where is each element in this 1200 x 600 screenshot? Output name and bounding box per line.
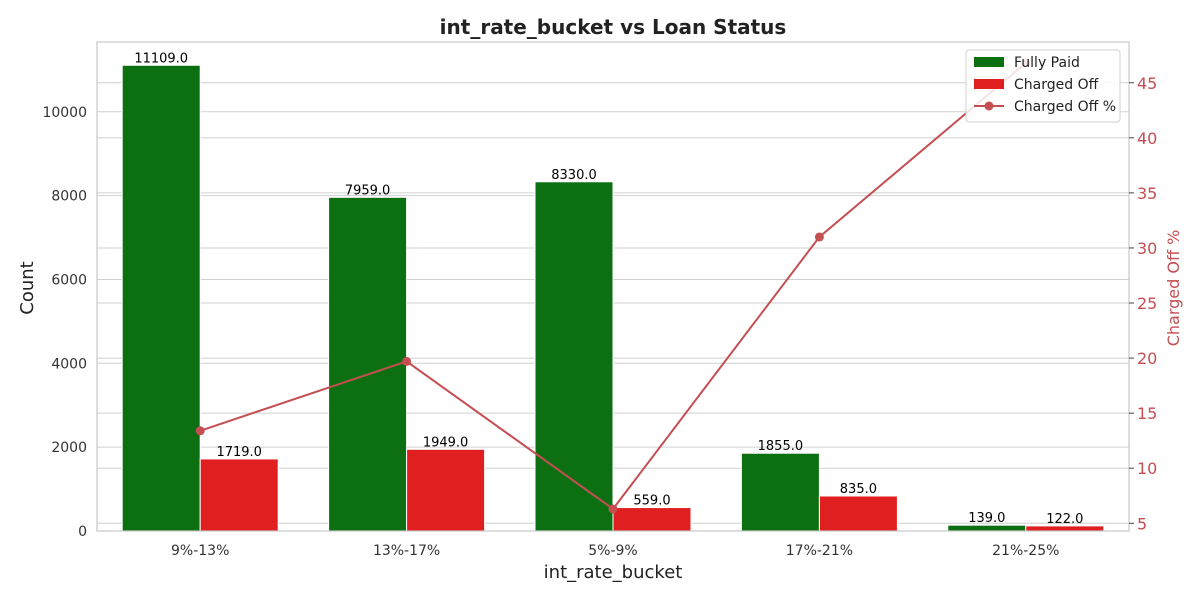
y-tick-label: 2000	[51, 440, 87, 456]
bar-charged-off	[612, 507, 692, 532]
x-axis-ticks: 9%-13% 13%-17% 5%-9% 17%-21% 21%-25%	[171, 543, 1059, 559]
charged-off-pct-point	[195, 426, 205, 436]
y-tick-label: 0	[78, 524, 87, 540]
bar-value-label: 1719.0	[216, 445, 262, 460]
bar-value-label: 559.0	[633, 494, 670, 509]
bar-labels-group: 11109.0 7959.0 8330.0 1855.0 139.0 1719.0 1949…	[134, 51, 1083, 527]
x-tick-label: 17%-21%	[786, 543, 853, 559]
y2-tick-label: 40	[1137, 129, 1157, 148]
plot-frame	[96, 41, 1130, 532]
bar-value-label: 7959.0	[345, 183, 391, 198]
legend-charged-off-label: Charged Off	[1014, 77, 1099, 93]
bar-value-label: 11109.0	[134, 51, 188, 66]
charged-off-pct-point	[402, 356, 412, 366]
bar-value-label: 835.0	[840, 482, 877, 497]
y-axis-label: Count	[17, 261, 38, 314]
legend-charged-off-pct-label: Charged Off %	[1014, 99, 1116, 115]
y2-axis-ticks: 5 10 15 20 25 30 35 40 45	[1129, 74, 1157, 533]
y2-tick-label: 10	[1137, 459, 1157, 478]
y2-tick-label: 20	[1137, 349, 1157, 368]
charged-off-pct-point	[608, 504, 618, 514]
y2-tick-label: 30	[1137, 239, 1157, 258]
charged-off-pct-line-group	[195, 58, 1031, 514]
axes-group	[96, 41, 1130, 532]
bar-charged-off	[199, 458, 279, 532]
x-axis-label: int_rate_bucket	[544, 562, 683, 583]
y2-tick-label: 25	[1137, 294, 1157, 313]
bar-value-label: 139.0	[968, 511, 1005, 526]
y2-tick-label: 35	[1137, 184, 1157, 203]
bar-fully-paid	[534, 181, 614, 532]
bar-value-label: 1855.0	[758, 439, 804, 454]
y2-tick-label: 15	[1137, 404, 1157, 423]
x-tick-label: 9%-13%	[171, 543, 229, 559]
bar-value-label: 8330.0	[551, 168, 597, 183]
bar-fully-paid	[328, 196, 408, 532]
legend-fully-paid-swatch	[974, 57, 1004, 67]
legend-box	[965, 49, 1121, 123]
y-tick-label: 6000	[51, 272, 87, 288]
legend-fully-paid-label: Fully Paid	[1014, 55, 1080, 71]
legend: Fully Paid Charged Off Charged Off %	[965, 49, 1121, 123]
bar-fully-paid	[121, 64, 201, 532]
y2-tick-label: 45	[1137, 74, 1157, 93]
x-tick-label: 21%-25%	[992, 543, 1059, 559]
bar-value-label: 122.0	[1046, 512, 1083, 527]
charged-off-pct-point	[814, 232, 824, 242]
y-tick-label: 4000	[51, 356, 87, 372]
legend-charged-off-pct-swatch-marker	[984, 101, 994, 111]
y-tick-label: 10000	[42, 105, 87, 121]
chart-title: int_rate_bucket vs Loan Status	[440, 15, 787, 39]
bar-fully-paid	[740, 452, 820, 532]
bar-charged-off	[818, 495, 898, 532]
bar-charged-off	[406, 448, 486, 532]
y-tick-label: 8000	[51, 189, 87, 205]
x-tick-label: 5%-9%	[588, 543, 637, 559]
y-axis-ticks: 0 2000 4000 6000 8000 10000	[42, 105, 87, 540]
bars-group	[121, 64, 1105, 532]
legend-charged-off-swatch	[974, 79, 1004, 89]
x-tick-label: 13%-17%	[373, 543, 440, 559]
bar-value-label: 1949.0	[423, 435, 469, 450]
y2-tick-label: 5	[1137, 514, 1147, 533]
y2-axis-label: Charged Off %	[1164, 230, 1183, 347]
